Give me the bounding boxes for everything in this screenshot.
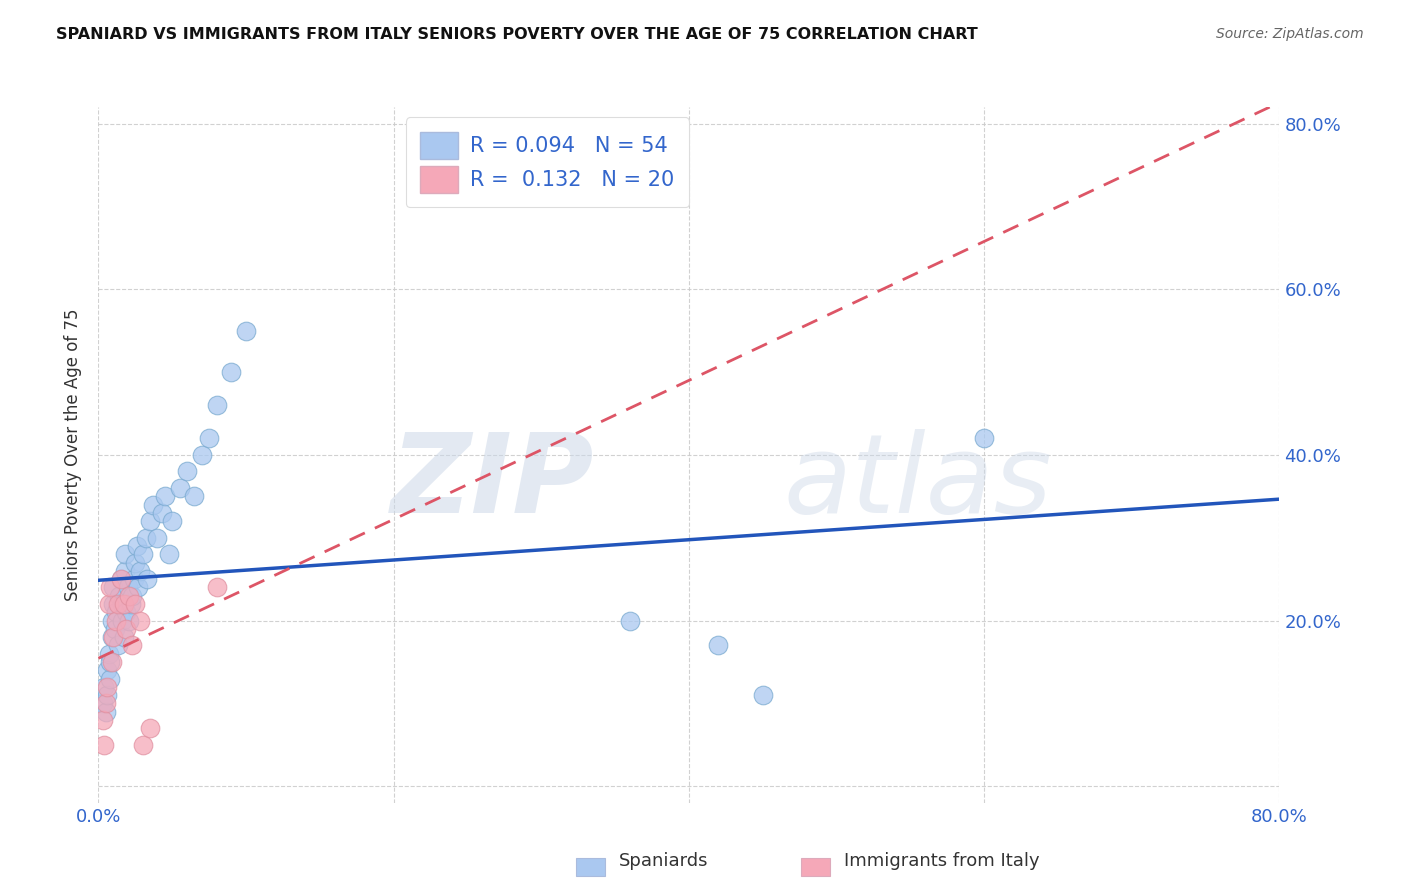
Point: [100, 614, 122, 628]
Point: [751, 688, 773, 702]
Point: [114, 564, 136, 578]
Point: [219, 365, 242, 379]
Point: [153, 489, 176, 503]
Point: [105, 614, 128, 628]
Text: Immigrants from Italy: Immigrants from Italy: [844, 852, 1039, 870]
Point: [100, 655, 122, 669]
Point: [107, 597, 129, 611]
Point: [110, 572, 132, 586]
Point: [96, 688, 118, 702]
Point: [132, 738, 155, 752]
Point: [122, 572, 145, 586]
Point: [205, 398, 228, 412]
Point: [121, 639, 143, 653]
Point: [121, 589, 143, 603]
Point: [157, 547, 180, 561]
Point: [94, 705, 117, 719]
Point: [136, 572, 159, 586]
Point: [124, 597, 146, 611]
Point: [98, 672, 121, 686]
Point: [94, 697, 117, 711]
Point: [93, 738, 115, 752]
Point: [128, 614, 150, 628]
Point: [100, 630, 122, 644]
Point: [114, 547, 136, 561]
Point: [118, 589, 141, 603]
Text: Source: ZipAtlas.com: Source: ZipAtlas.com: [1216, 27, 1364, 41]
Point: [135, 531, 157, 545]
Point: [111, 597, 134, 611]
Text: Spaniards: Spaniards: [619, 852, 709, 870]
Legend: R = 0.094   N = 54, R =  0.132   N = 20: R = 0.094 N = 54, R = 0.132 N = 20: [405, 118, 689, 208]
Point: [104, 622, 127, 636]
Point: [115, 605, 138, 619]
Point: [112, 630, 135, 644]
Point: [105, 605, 128, 619]
Point: [132, 547, 155, 561]
Point: [124, 556, 146, 570]
Point: [112, 597, 135, 611]
Point: [118, 614, 141, 628]
Text: atlas: atlas: [783, 429, 1052, 536]
Point: [125, 539, 148, 553]
Point: [183, 489, 205, 503]
Point: [235, 324, 257, 338]
Text: ZIP: ZIP: [391, 429, 595, 536]
Point: [205, 581, 228, 595]
Point: [107, 639, 129, 653]
Point: [127, 581, 149, 595]
Point: [139, 514, 162, 528]
Point: [115, 622, 138, 636]
Point: [191, 448, 214, 462]
Point: [98, 655, 121, 669]
Point: [198, 431, 221, 445]
Point: [96, 663, 118, 677]
Point: [91, 713, 114, 727]
Point: [103, 597, 125, 611]
Point: [91, 697, 114, 711]
Point: [619, 614, 641, 628]
Point: [142, 498, 165, 512]
Point: [111, 614, 134, 628]
Point: [98, 581, 121, 595]
Point: [117, 581, 139, 595]
Point: [139, 721, 162, 735]
Y-axis label: Seniors Poverty Over the Age of 75: Seniors Poverty Over the Age of 75: [65, 309, 83, 601]
Point: [93, 680, 115, 694]
Point: [120, 597, 142, 611]
Point: [146, 531, 169, 545]
Point: [103, 581, 125, 595]
Point: [176, 465, 198, 479]
Point: [103, 630, 125, 644]
Point: [110, 572, 132, 586]
Point: [169, 481, 191, 495]
Point: [707, 639, 730, 653]
Point: [108, 589, 131, 603]
Point: [97, 597, 120, 611]
Text: SPANIARD VS IMMIGRANTS FROM ITALY SENIORS POVERTY OVER THE AGE OF 75 CORRELATION: SPANIARD VS IMMIGRANTS FROM ITALY SENIOR…: [56, 27, 979, 42]
Point: [128, 564, 150, 578]
Point: [162, 514, 183, 528]
Point: [97, 647, 120, 661]
Point: [150, 506, 173, 520]
Point: [96, 680, 118, 694]
Point: [973, 431, 995, 445]
